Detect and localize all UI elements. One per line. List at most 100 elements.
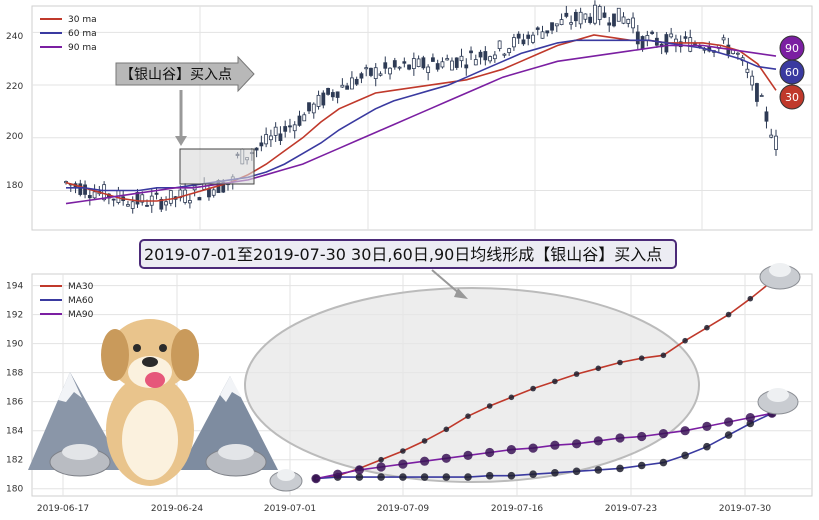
candle-body [459, 55, 464, 62]
bottom-data-point [486, 403, 493, 409]
candle-body [607, 22, 612, 26]
candle-body [326, 87, 330, 95]
bottom-y-tick: 190 [6, 340, 23, 350]
candle-body [626, 18, 631, 24]
candle-body [407, 64, 411, 70]
buy-point-arrow-head [175, 136, 187, 146]
bottom-data-point [595, 365, 602, 372]
candle-body [288, 125, 292, 128]
candle-body [254, 147, 259, 151]
bottom-data-point [637, 431, 647, 442]
candle-body [321, 92, 326, 106]
candle-body [145, 204, 149, 207]
candle-body [264, 134, 269, 145]
candle-body [573, 11, 578, 22]
bottom-data-point [550, 440, 560, 450]
bottom-data-point [552, 378, 558, 385]
candle-body [488, 56, 492, 62]
ma-badges: 90 60 30 [779, 35, 805, 110]
candle-body [588, 16, 593, 23]
candle-body [540, 31, 545, 39]
bottom-y-tick: 184 [6, 427, 23, 437]
candle-body [559, 19, 564, 25]
candle-body [426, 66, 431, 73]
bottom-data-point [681, 451, 689, 460]
dog-illustration [101, 319, 199, 486]
candle-body [640, 36, 645, 50]
candle-body [378, 73, 383, 76]
bottom-series-line [315, 412, 773, 480]
legend-label: MA30 [68, 282, 94, 292]
candle-body [421, 57, 426, 69]
candle-body [645, 35, 650, 41]
bottom-data-point [528, 443, 538, 453]
bottom-data-point [617, 359, 623, 366]
candle-body [492, 54, 497, 60]
banner-box [139, 239, 677, 269]
candle-body [350, 77, 354, 90]
bottom-x-tick: 2019-06-17 [37, 504, 89, 514]
bottom-data-point [398, 459, 408, 469]
candle-body [197, 197, 202, 201]
bottom-data-point [442, 473, 451, 481]
candle-body [621, 16, 626, 24]
bottom-data-point [682, 337, 688, 344]
top-plot-area [31, 5, 813, 231]
candle-body [292, 124, 297, 132]
candle-body [521, 39, 526, 45]
bottom-data-point [660, 352, 667, 359]
bottom-series-line [315, 280, 773, 480]
bottom-y-tick: 180 [6, 485, 23, 495]
candle-body [369, 67, 373, 76]
bottom-data-point [355, 473, 364, 481]
bottom-y-tick: 186 [6, 398, 23, 408]
bottom-data-point [530, 385, 536, 392]
candle-body [168, 190, 173, 204]
bottom-data-point [420, 456, 430, 466]
candle-body [583, 13, 588, 20]
bottom-data-point [551, 469, 559, 477]
bottom-data-point [704, 324, 710, 331]
bottom-data-point [378, 456, 384, 463]
candle-body [464, 64, 469, 69]
candle-body [554, 23, 559, 27]
bottom-data-point [638, 355, 645, 362]
bottom-x-axis: 2019-06-17 2019-06-24 2019-07-01 2019-07-09… [37, 504, 772, 514]
candle-body [126, 204, 130, 207]
top-ma-lines [65, 34, 777, 205]
top-y-tick: 180 [6, 181, 23, 191]
bottom-data-point [506, 445, 516, 455]
bottom-y-tick: 188 [6, 369, 23, 379]
candle-body [316, 94, 321, 107]
bottom-data-point [464, 473, 472, 481]
bottom-x-tick: 2019-07-01 [264, 504, 316, 514]
candle-body [769, 134, 774, 138]
legend-label: 30 ma [68, 15, 97, 25]
bottom-data-point [724, 431, 733, 439]
candle-body [388, 67, 392, 75]
candle-body [450, 60, 454, 71]
candle-body [273, 126, 278, 136]
bottom-data-point [420, 473, 429, 481]
candle-body [154, 192, 159, 195]
candle-body [469, 50, 473, 54]
candle-body [545, 30, 550, 34]
candle-body [102, 184, 107, 201]
bottom-data-point [615, 433, 625, 443]
bottom-data-point [485, 471, 494, 480]
candle-body [411, 58, 416, 69]
bottom-x-tick: 2019-06-24 [151, 504, 204, 514]
candle-body [440, 61, 445, 68]
ingot-illustration [49, 444, 267, 477]
bottom-data-point [333, 469, 343, 479]
candle-body [345, 85, 350, 90]
candle-body [735, 52, 740, 55]
candle-body [721, 37, 726, 41]
candle-body [130, 201, 135, 209]
bottom-series-line [315, 412, 773, 480]
bottom-data-point [463, 450, 473, 460]
candle-body [473, 59, 478, 66]
bottom-data-point [572, 439, 582, 449]
candle-body [745, 68, 750, 73]
